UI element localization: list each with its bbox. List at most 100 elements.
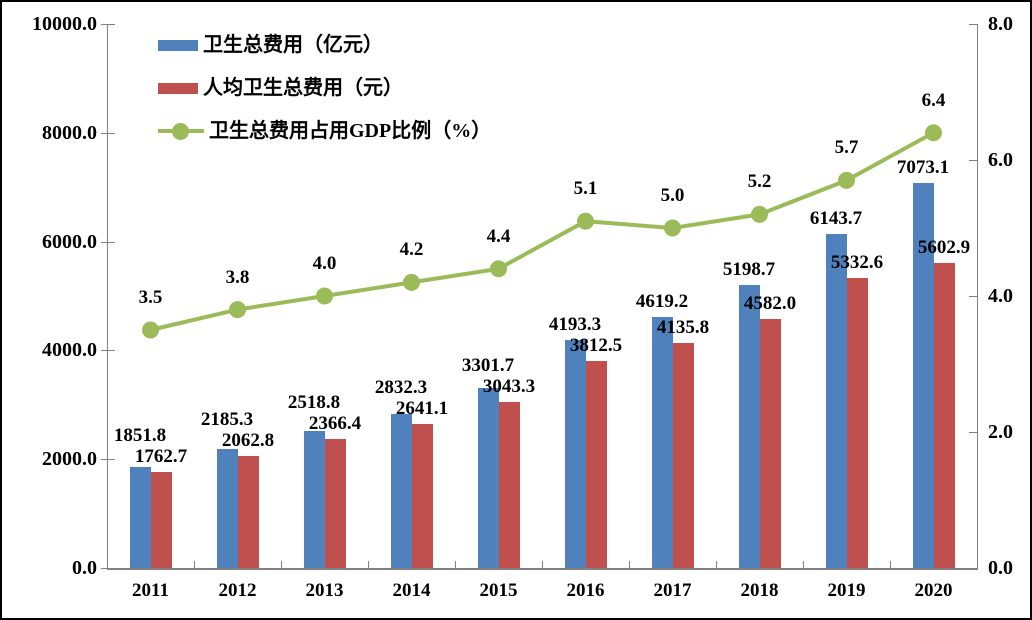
line-value-label: 3.8: [225, 266, 250, 288]
x-axis-label: 2014: [392, 580, 431, 601]
line-value-label: 5.0: [660, 185, 685, 206]
bar-per-capita-expenditure: [672, 343, 694, 568]
bar-value-label: 5602.9: [917, 237, 971, 259]
line-value-label: 5.2: [747, 171, 772, 193]
y-axis-right: [977, 24, 978, 568]
y-axis-right-label: 6.0: [988, 149, 1013, 171]
line-point: [316, 287, 333, 305]
x-axis-tick: [107, 561, 108, 568]
legend-item-gdp-ratio: 卫生总费用占用GDP比例（%）: [158, 118, 491, 144]
bar-total-expenditure: [825, 233, 847, 568]
bar-per-capita-expenditure: [237, 455, 259, 568]
y-axis-right-label: 4.0: [988, 285, 1013, 307]
y-axis-left-label: 10000.0: [32, 13, 97, 35]
x-axis-tick: [194, 561, 195, 568]
bar-total-expenditure: [651, 316, 673, 568]
y-axis-left-tick: [101, 459, 115, 460]
y-axis-right-label: 2.0: [988, 421, 1013, 443]
y-axis-right-label: 0.0: [988, 557, 1013, 579]
y-axis-right-tick: [969, 432, 977, 433]
bar-value-label: 4619.2: [635, 290, 689, 312]
bar-value-label: 3812.5: [569, 334, 623, 356]
bar-value-label: 2185.3: [200, 408, 254, 430]
bar-value-label: 4135.8: [656, 317, 710, 338]
line-point: [925, 124, 942, 142]
bar-value-label: 4193.3: [548, 313, 602, 335]
x-axis-label: 2016: [566, 580, 605, 601]
bar-per-capita-expenditure: [324, 439, 346, 568]
legend-item-total-health-expenditure: 卫生总费用（亿元）: [158, 32, 491, 58]
y-axis-left-tick: [101, 568, 115, 569]
bar-per-capita-expenditure: [933, 263, 955, 568]
y-axis-left-tick: [101, 133, 115, 134]
bar-total-expenditure: [216, 449, 238, 568]
x-axis-tick: [281, 561, 282, 568]
x-axis: [107, 568, 978, 570]
legend-swatch-total-health-expenditure: [158, 39, 198, 51]
y-axis-left-tick: [101, 350, 115, 351]
y-axis-left-label: 0.0: [72, 557, 97, 579]
line-point: [490, 260, 507, 278]
line-value-label: 4.4: [486, 225, 511, 247]
y-axis-left-label: 8000.0: [42, 122, 97, 144]
line-point: [751, 205, 768, 223]
bar-value-label: 2366.4: [308, 413, 362, 435]
legend-gdp-ratio-marker-dot: [172, 122, 189, 140]
bar-value-label: 3043.3: [482, 376, 536, 398]
y-axis-right-tick: [969, 24, 977, 25]
legend: 卫生总费用（亿元） 人均卫生总费用（元） 卫生总费用占用GDP比例（%）: [158, 32, 491, 144]
y-axis-left-tick: [101, 24, 115, 25]
bar-value-label: 2062.8: [221, 429, 275, 451]
x-axis-label: 2011: [132, 580, 169, 601]
bar-per-capita-expenditure: [498, 402, 520, 568]
bar-per-capita-expenditure: [411, 424, 433, 568]
x-axis-label: 2017: [653, 580, 692, 601]
bar-value-label: 5332.6: [830, 251, 884, 273]
line-point: [403, 273, 420, 291]
bar-per-capita-expenditure: [150, 472, 172, 568]
bar-total-expenditure: [129, 467, 151, 568]
y-axis-left-tick: [101, 242, 115, 243]
x-axis-tick: [455, 561, 456, 568]
x-axis-label: 2012: [218, 580, 257, 601]
bar-value-label: 6143.7: [809, 207, 863, 229]
bar-total-expenditure: [564, 339, 586, 568]
bar-per-capita-expenditure: [585, 360, 607, 568]
legend-label-gdp-ratio: 卫生总费用占用GDP比例（%）: [209, 120, 492, 142]
line-point: [142, 321, 159, 339]
bar-value-label: 2641.1: [395, 398, 449, 420]
bar-per-capita-expenditure: [846, 277, 868, 568]
bar-value-label: 2518.8: [287, 392, 341, 414]
x-axis-tick: [542, 561, 543, 568]
bar-value-label: 1851.8: [113, 425, 167, 447]
line-point: [838, 171, 855, 189]
x-axis-tick: [890, 561, 891, 568]
gdp-ratio-line: [150, 131, 935, 332]
y-axis-right-tick: [969, 568, 977, 569]
legend-swatch-per-capita-expenditure: [158, 82, 198, 94]
legend-label-total-health-expenditure: 卫生总费用（亿元）: [203, 34, 383, 56]
x-axis-label: 2015: [479, 580, 518, 601]
line-value-label: 5.1: [573, 178, 598, 200]
bar-value-label: 4582.0: [743, 292, 797, 314]
line-value-label: 4.0: [312, 253, 337, 274]
y-axis-right-tick: [969, 296, 977, 297]
x-axis-tick: [629, 561, 630, 568]
y-axis-right-label: 8.0: [988, 13, 1013, 35]
legend-swatch-gdp-ratio-line: [158, 122, 204, 140]
legend-label-per-capita-expenditure: 人均卫生总费用（元）: [203, 77, 403, 99]
bar-per-capita-expenditure: [759, 318, 781, 568]
y-axis-left-label: 6000.0: [42, 231, 97, 253]
line-value-label: 6.4: [921, 89, 946, 111]
line-value-label: 5.7: [834, 137, 859, 159]
x-axis-label: 2019: [827, 580, 866, 601]
bar-value-label: 1762.7: [134, 446, 188, 468]
x-axis-tick: [977, 561, 978, 568]
y-axis-left: [107, 24, 108, 568]
y-axis-left-label: 2000.0: [42, 448, 97, 470]
x-axis-tick: [803, 561, 804, 568]
line-value-label: 3.5: [138, 287, 163, 308]
bar-value-label: 2832.3: [374, 377, 428, 399]
x-axis-label: 2018: [740, 580, 779, 601]
